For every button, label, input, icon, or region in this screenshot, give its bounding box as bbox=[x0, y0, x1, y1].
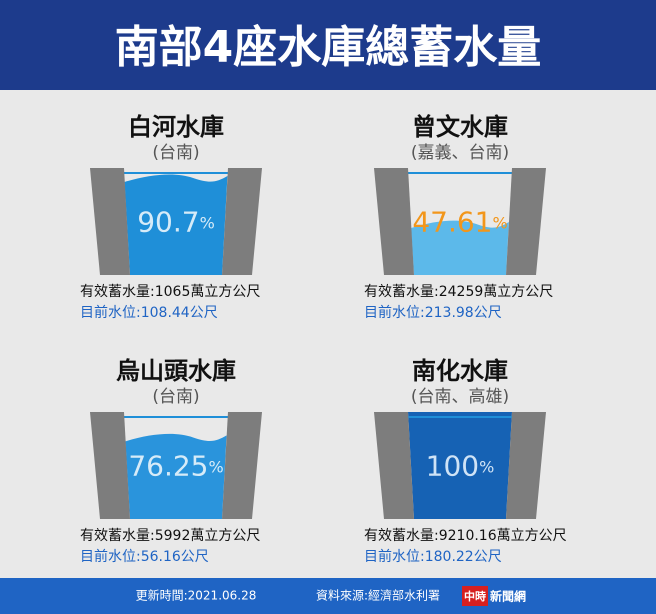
updated: 更新時間:2021.06.28 bbox=[136, 588, 257, 603]
water bbox=[408, 412, 512, 519]
title: 南部4座水庫總蓄水量 bbox=[115, 22, 542, 73]
water bbox=[124, 174, 228, 275]
panel-subtitle: (嘉義、台南) bbox=[411, 143, 509, 163]
wall-right bbox=[506, 168, 546, 275]
source: 資料來源:經濟部水利署 bbox=[316, 588, 440, 603]
storage: 有效蓄水量:24259萬立方公尺 bbox=[364, 284, 553, 300]
water bbox=[125, 433, 227, 519]
wall-left bbox=[90, 168, 130, 275]
value-label: 76.25% bbox=[128, 450, 223, 483]
storage: 有效蓄水量:9210.16萬立方公尺 bbox=[364, 528, 567, 544]
level: 目前水位:108.44公尺 bbox=[80, 304, 218, 321]
logo-b: 新聞網 bbox=[490, 589, 526, 604]
header-band bbox=[0, 0, 656, 90]
panel-title: 白河水庫 bbox=[128, 113, 224, 141]
level: 目前水位:213.98公尺 bbox=[364, 304, 502, 321]
wall-left bbox=[374, 168, 414, 275]
value-label: 90.7% bbox=[137, 206, 215, 239]
unit: % bbox=[208, 457, 223, 476]
logo-a: 中時 bbox=[464, 589, 486, 603]
unit: % bbox=[492, 213, 507, 232]
value: 47.61 bbox=[412, 206, 492, 239]
unit: % bbox=[200, 213, 215, 232]
panel-subtitle: (台南) bbox=[152, 387, 199, 407]
value: 76.25 bbox=[128, 450, 208, 483]
logo-box bbox=[462, 586, 488, 606]
footer-band bbox=[0, 578, 656, 614]
storage: 有效蓄水量:5992萬立方公尺 bbox=[80, 528, 260, 544]
level: 目前水位:180.22公尺 bbox=[364, 548, 502, 565]
water bbox=[411, 220, 509, 275]
value-label: 100% bbox=[426, 450, 495, 483]
panel-subtitle: (台南) bbox=[152, 143, 199, 163]
wall-left bbox=[374, 412, 414, 519]
wall-left bbox=[90, 412, 130, 519]
wall-right bbox=[506, 412, 546, 519]
wall-right bbox=[222, 168, 262, 275]
wall-right bbox=[222, 412, 262, 519]
panel-title: 南化水庫 bbox=[412, 357, 508, 385]
panel-title: 烏山頭水庫 bbox=[116, 357, 236, 385]
level: 目前水位:56.16公尺 bbox=[80, 548, 209, 565]
value: 90.7 bbox=[137, 206, 199, 239]
value: 100 bbox=[426, 450, 479, 483]
panel-title: 曾文水庫 bbox=[412, 113, 508, 141]
unit: % bbox=[479, 457, 494, 476]
storage: 有效蓄水量:1065萬立方公尺 bbox=[80, 284, 260, 300]
panel-subtitle: (台南、高雄) bbox=[411, 387, 509, 407]
value-label: 47.61% bbox=[412, 206, 507, 239]
